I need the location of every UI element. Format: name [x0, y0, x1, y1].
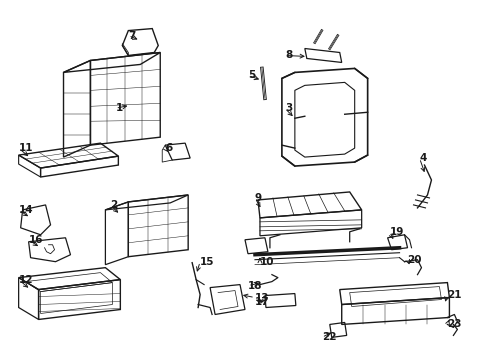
Text: 21: 21: [447, 289, 461, 300]
Text: 8: 8: [285, 50, 291, 60]
Text: 14: 14: [19, 205, 33, 215]
Text: 13: 13: [254, 293, 269, 302]
Text: 2: 2: [110, 200, 118, 210]
Text: 7: 7: [128, 31, 136, 41]
Text: 22: 22: [321, 332, 336, 342]
Text: 1: 1: [115, 103, 122, 113]
Text: 23: 23: [447, 319, 461, 329]
Text: 16: 16: [29, 235, 43, 245]
Text: 9: 9: [254, 193, 262, 203]
Text: 19: 19: [389, 227, 403, 237]
Text: 4: 4: [419, 153, 426, 163]
Text: 18: 18: [247, 280, 262, 291]
Text: 12: 12: [19, 275, 33, 285]
Text: 17: 17: [254, 297, 269, 306]
Text: 6: 6: [165, 143, 172, 153]
Text: 11: 11: [19, 143, 33, 153]
Text: 15: 15: [200, 257, 214, 267]
Text: 20: 20: [407, 255, 421, 265]
Text: 5: 5: [247, 71, 255, 80]
Text: 3: 3: [285, 103, 291, 113]
Text: 10: 10: [260, 257, 274, 267]
